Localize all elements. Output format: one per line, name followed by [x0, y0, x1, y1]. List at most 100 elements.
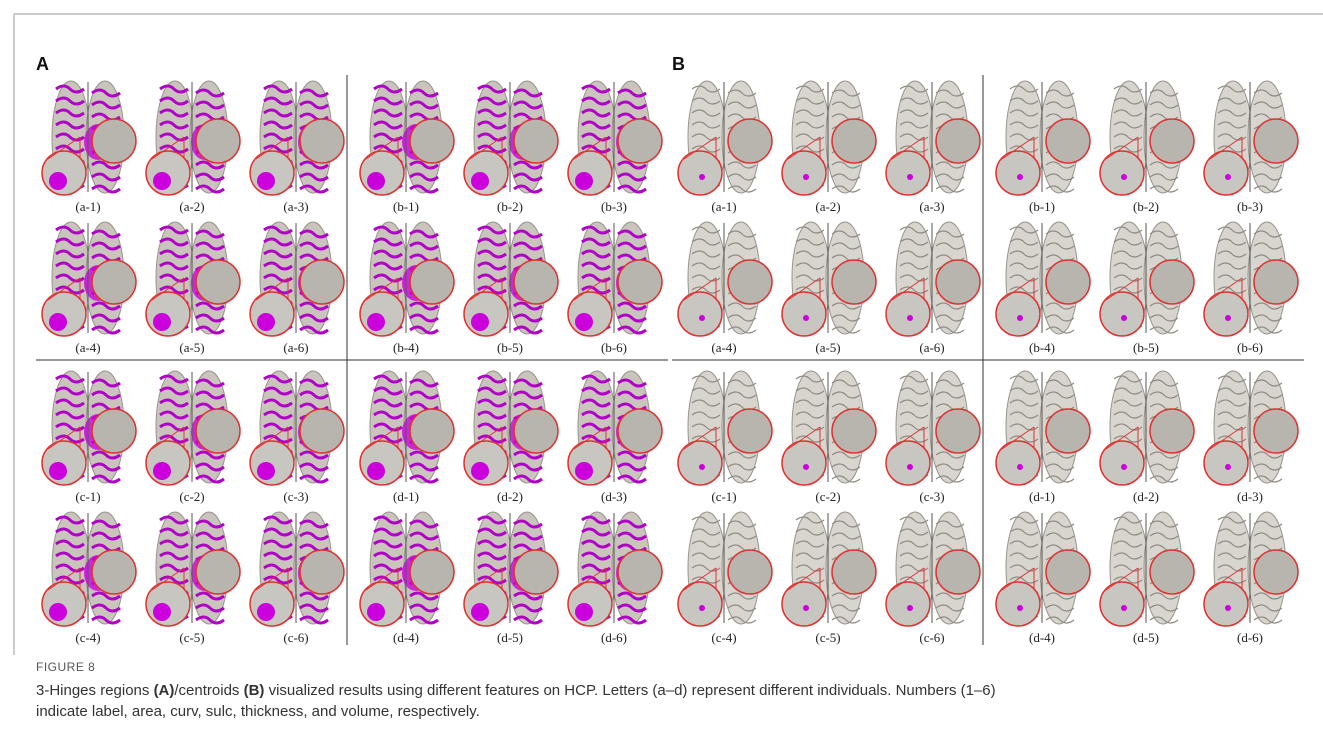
image-label: (b-1) — [1029, 199, 1055, 214]
brain-image — [360, 81, 454, 195]
image-label: (a-4) — [711, 340, 736, 355]
brain-image — [886, 371, 980, 485]
brain-image — [996, 222, 1090, 336]
zoom-inset — [1254, 260, 1298, 304]
zoom-inset — [250, 441, 294, 485]
inset-region — [257, 313, 275, 331]
zoom-inset — [196, 260, 240, 304]
zoom-inset — [996, 441, 1040, 485]
zoom-inset — [1100, 582, 1144, 626]
brain-image — [678, 222, 772, 336]
zoom-inset — [42, 151, 86, 195]
image-label: (c-6) — [283, 630, 308, 645]
image-label: (b-5) — [497, 340, 523, 355]
inset-region — [49, 313, 67, 331]
brain-image — [360, 371, 454, 485]
brain-image — [678, 512, 772, 626]
brain-image — [42, 512, 136, 626]
inset-region — [257, 172, 275, 190]
inset-region — [367, 462, 385, 480]
zoom-inset — [832, 119, 876, 163]
zoom-inset — [146, 582, 190, 626]
zoom-inset — [1046, 409, 1090, 453]
centroid — [1225, 605, 1231, 611]
image-label: (a-6) — [919, 340, 944, 355]
caption-text: 3-Hinges regions — [36, 682, 154, 699]
zoom-inset — [146, 292, 190, 336]
image-label: (b-1) — [393, 199, 419, 214]
brain-image — [996, 371, 1090, 485]
brain-image — [1204, 222, 1298, 336]
centroid — [1225, 464, 1231, 470]
image-label: (b-3) — [1237, 199, 1263, 214]
inset-region — [257, 603, 275, 621]
image-label: (b-3) — [601, 199, 627, 214]
zoom-inset — [410, 260, 454, 304]
inset-region — [49, 172, 67, 190]
centroid — [907, 315, 913, 321]
zoom-inset — [782, 441, 826, 485]
zoom-inset — [250, 151, 294, 195]
zoom-inset — [92, 409, 136, 453]
image-label: (b-4) — [393, 340, 419, 355]
zoom-inset — [42, 441, 86, 485]
image-label: (d-5) — [1133, 630, 1159, 645]
brain-image — [782, 81, 876, 195]
panel-label: B — [672, 54, 685, 74]
zoom-inset — [618, 550, 662, 594]
image-label: (a-5) — [815, 340, 840, 355]
zoom-inset — [996, 292, 1040, 336]
zoom-inset — [1204, 292, 1248, 336]
zoom-inset — [678, 582, 722, 626]
image-label: (a-1) — [711, 199, 736, 214]
zoom-inset — [1046, 119, 1090, 163]
centroid — [1121, 174, 1127, 180]
zoom-inset — [1150, 119, 1194, 163]
zoom-inset — [568, 582, 612, 626]
caption-bold: (A) — [154, 682, 175, 699]
brain-image — [464, 512, 558, 626]
centroid — [1225, 315, 1231, 321]
brain-image — [678, 81, 772, 195]
zoom-inset — [936, 260, 980, 304]
zoom-inset — [936, 119, 980, 163]
zoom-inset — [618, 119, 662, 163]
zoom-inset — [996, 151, 1040, 195]
image-label: (c-1) — [75, 489, 100, 504]
inset-region — [367, 172, 385, 190]
zoom-inset — [936, 409, 980, 453]
zoom-inset — [728, 550, 772, 594]
zoom-inset — [92, 119, 136, 163]
inset-region — [471, 603, 489, 621]
image-label: (c-2) — [179, 489, 204, 504]
zoom-inset — [1150, 550, 1194, 594]
image-label: (c-5) — [815, 630, 840, 645]
image-label: (b-6) — [1237, 340, 1263, 355]
image-label: (a-1) — [75, 199, 100, 214]
image-label: (b-6) — [601, 340, 627, 355]
zoom-inset — [1046, 260, 1090, 304]
zoom-inset — [1100, 441, 1144, 485]
brain-image — [1204, 371, 1298, 485]
brain-image — [1100, 222, 1194, 336]
inset-region — [153, 603, 171, 621]
brain-image — [250, 222, 344, 336]
zoom-inset — [514, 409, 558, 453]
caption-text: visualized results using different featu… — [264, 682, 995, 699]
brain-image — [42, 81, 136, 195]
zoom-inset — [886, 441, 930, 485]
centroid — [1017, 605, 1023, 611]
zoom-inset — [1204, 441, 1248, 485]
caption-line: 3-Hinges regions (A)/centroids (B) visua… — [36, 680, 1306, 701]
centroid — [1017, 174, 1023, 180]
image-label: (c-4) — [75, 630, 100, 645]
brain-image — [678, 371, 772, 485]
brain-image — [886, 512, 980, 626]
zoom-inset — [936, 550, 980, 594]
figure-label: FIGURE 8 — [36, 660, 95, 674]
image-label: (b-2) — [1133, 199, 1159, 214]
zoom-inset — [618, 409, 662, 453]
inset-region — [49, 603, 67, 621]
centroid — [1017, 464, 1023, 470]
image-label: (d-4) — [393, 630, 419, 645]
